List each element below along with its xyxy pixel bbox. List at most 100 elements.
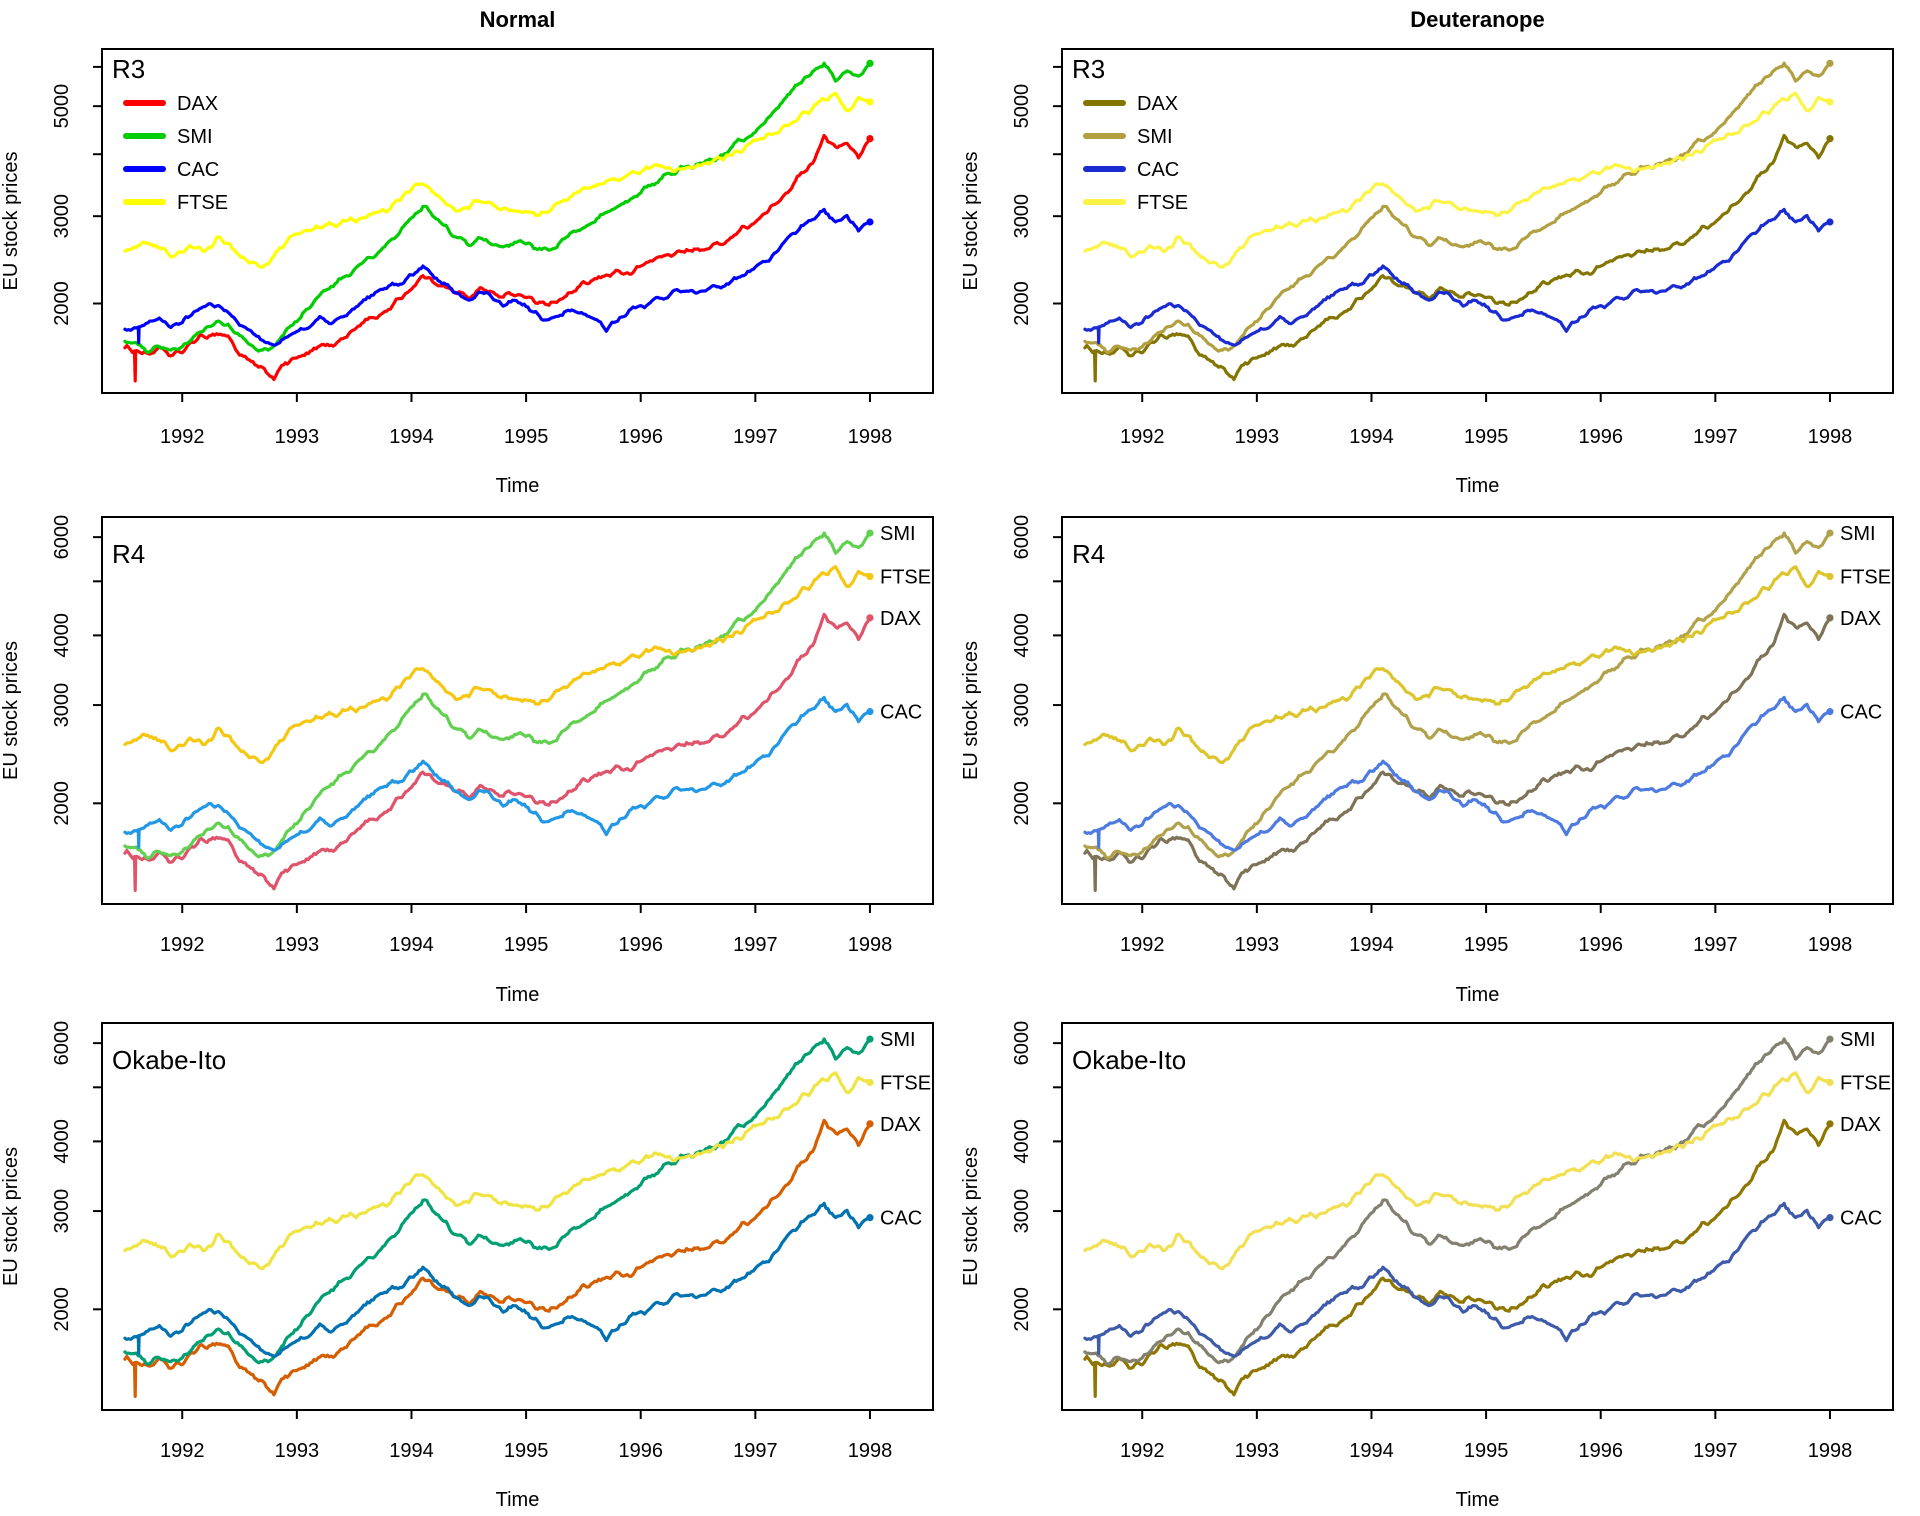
- series-line-FTSE: [1083, 565, 1832, 765]
- x-tick-label: 1997: [1693, 426, 1738, 448]
- y-tick-label: 2000: [1011, 1287, 1033, 1332]
- y-tick-label: 3000: [1011, 1189, 1033, 1234]
- x-tick-label: 1992: [160, 934, 205, 956]
- x-tick-label: 1995: [1464, 1440, 1509, 1462]
- line-end-label-SMI: SMI: [880, 1029, 916, 1051]
- x-tick-label: 1995: [1464, 426, 1509, 448]
- series-line-SMI: [1083, 1037, 1832, 1366]
- x-tick-label: 1994: [1349, 934, 1394, 956]
- series-end-dot-CAC: [866, 1214, 874, 1222]
- x-tick-label: 1998: [848, 934, 893, 956]
- series-line-CAC: [123, 695, 872, 852]
- x-tick-label: 1994: [1349, 426, 1394, 448]
- x-tick-label: 1998: [848, 426, 893, 448]
- x-axis-title: Time: [496, 984, 540, 1006]
- series-line-SMI: [1083, 61, 1832, 355]
- palette-badge: R4: [112, 539, 145, 569]
- x-tick-label: 1996: [618, 1440, 663, 1462]
- x-tick-label: 1997: [1693, 934, 1738, 956]
- y-tick-label: 4000: [1011, 1119, 1033, 1164]
- legend-label-CAC: CAC: [177, 159, 219, 181]
- line-end-label-DAX: DAX: [1840, 608, 1881, 630]
- series-line-FTSE: [123, 91, 872, 269]
- series-end-dot-DAX: [866, 614, 874, 622]
- x-axis-title: Time: [1456, 1489, 1500, 1511]
- series-end-dot-SMI: [1826, 1035, 1834, 1043]
- y-tick-label: 3000: [51, 683, 73, 728]
- x-tick-label: 1993: [275, 426, 320, 448]
- series-end-dot-SMI: [1826, 529, 1834, 537]
- y-tick-label: 6000: [1011, 1021, 1033, 1066]
- column-title: Normal: [480, 7, 556, 32]
- panel-Okabe-Ito-Deuteranope: 2000 3000 4000 6000 1992 1993 1994 1995 1996 1997…: [960, 1021, 1894, 1511]
- series-line-SMI: [123, 531, 872, 860]
- series-end-dot-CAC: [866, 218, 874, 226]
- plot-box: [101, 1022, 934, 1411]
- y-tick-label: 6000: [51, 1021, 73, 1066]
- series-line-CAC: [123, 207, 872, 347]
- legend-label-SMI: SMI: [177, 126, 213, 148]
- y-tick-label: 5000: [51, 84, 73, 129]
- series-line-DAX: [1083, 133, 1832, 383]
- y-tick-label: 3000: [1011, 683, 1033, 728]
- x-tick-label: 1992: [1120, 426, 1165, 448]
- series-end-dot-DAX: [866, 135, 874, 143]
- series-line-SMI: [1083, 531, 1832, 860]
- y-axis-title: EU stock prices: [960, 1147, 982, 1286]
- series-end-dot-DAX: [866, 1120, 874, 1128]
- y-tick-label: 3000: [1011, 194, 1033, 239]
- x-tick-label: 1993: [1235, 1440, 1280, 1462]
- x-tick-label: 1993: [1235, 934, 1280, 956]
- line-end-label-FTSE: FTSE: [880, 1073, 931, 1095]
- palette-badge: R3: [112, 54, 145, 84]
- x-axis-title: Time: [496, 475, 540, 497]
- plot-box: [101, 48, 934, 394]
- x-tick-label: 1996: [1578, 1440, 1623, 1462]
- legend-label-DAX: DAX: [1137, 93, 1178, 115]
- series-end-dot-DAX: [1826, 614, 1834, 622]
- panel-R3-Deuteranope: Deuteranope 2000 3000 5000 1992 1993 1994 1995 1…: [960, 7, 1894, 497]
- y-axis-title: EU stock prices: [0, 152, 22, 291]
- line-end-label-FTSE: FTSE: [880, 567, 931, 589]
- x-tick-label: 1994: [389, 1440, 434, 1462]
- y-tick-label: 2000: [1011, 781, 1033, 826]
- series-end-dot-CAC: [1826, 708, 1834, 716]
- x-tick-label: 1992: [1120, 934, 1165, 956]
- plot-box: [1061, 48, 1894, 394]
- panel-R4-Normal: 2000 3000 4000 6000 1992 1993 1994 1995 1996 1997…: [0, 515, 934, 1006]
- series-line-DAX: [1083, 1118, 1832, 1398]
- series-end-dot-DAX: [1826, 1120, 1834, 1128]
- series-end-dot-FTSE: [1826, 1078, 1834, 1087]
- column-title: Deuteranope: [1410, 7, 1544, 32]
- x-tick-label: 1996: [618, 426, 663, 448]
- series-end-dot-FTSE: [1826, 98, 1834, 106]
- x-axis-title: Time: [496, 1489, 540, 1511]
- series-end-dot-FTSE: [1826, 572, 1834, 581]
- series-line-CAC: [1083, 207, 1832, 347]
- series-end-dot-FTSE: [866, 1078, 874, 1087]
- x-tick-label: 1993: [1235, 426, 1280, 448]
- line-end-label-CAC: CAC: [880, 1208, 922, 1230]
- x-tick-label: 1992: [160, 426, 205, 448]
- panel-R3-Normal: Normal 2000 3000 5000 1992 1993 1994 1995 1996 19…: [0, 7, 934, 497]
- x-tick-label: 1995: [504, 934, 549, 956]
- line-end-label-CAC: CAC: [1840, 702, 1882, 724]
- line-end-label-SMI: SMI: [1840, 523, 1876, 545]
- legend-label-SMI: SMI: [1137, 126, 1173, 148]
- x-tick-label: 1993: [275, 1440, 320, 1462]
- series-line-SMI: [123, 1037, 872, 1366]
- series-end-dot-CAC: [866, 708, 874, 716]
- x-tick-label: 1994: [389, 426, 434, 448]
- line-end-label-SMI: SMI: [880, 523, 916, 545]
- x-tick-label: 1998: [1808, 1440, 1853, 1462]
- x-tick-label: 1998: [1808, 426, 1853, 448]
- x-tick-label: 1994: [389, 934, 434, 956]
- x-tick-label: 1998: [1808, 934, 1853, 956]
- series-line-CAC: [1083, 1201, 1832, 1358]
- plot-box: [1061, 1022, 1894, 1411]
- series-line-CAC: [123, 1201, 872, 1358]
- y-axis-title: EU stock prices: [0, 1147, 22, 1286]
- series-end-dot-SMI: [866, 1035, 874, 1043]
- series-line-CAC: [1083, 695, 1832, 852]
